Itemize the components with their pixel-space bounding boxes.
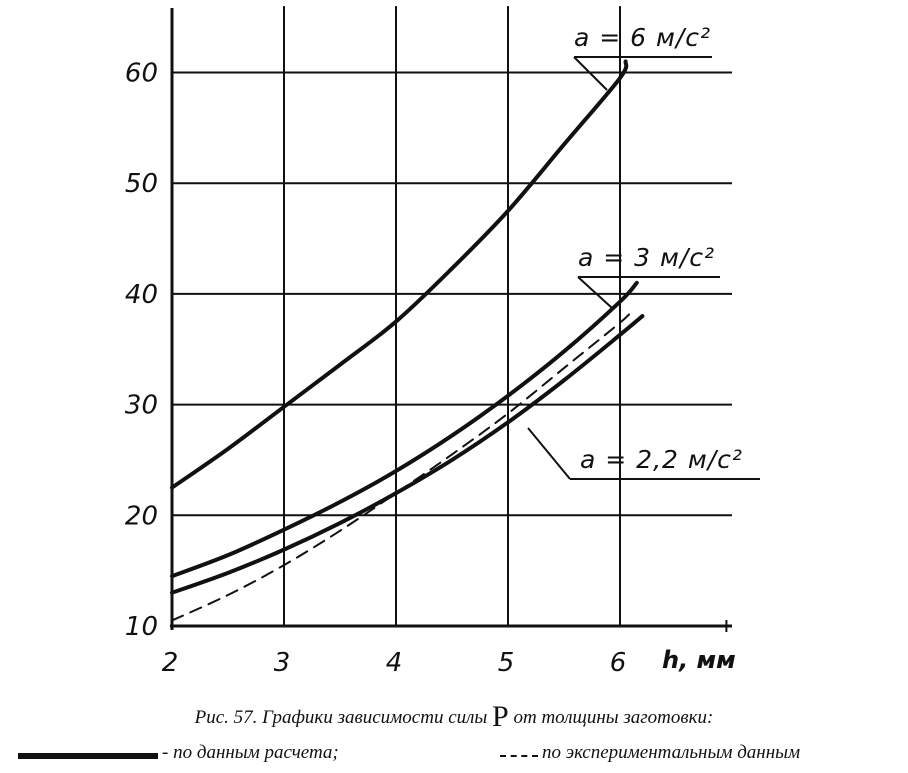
series-line-0 xyxy=(170,59,629,490)
curve-label-0: a = 6 м/с² xyxy=(574,23,711,52)
curve-label-leader-0 xyxy=(573,56,608,91)
curve-label-2: a = 2,2 м/с² xyxy=(580,445,743,474)
y-tick-label: 50 xyxy=(125,169,158,199)
x-tick-label: 6 xyxy=(610,648,627,678)
caption-suffix: от толщины заготовки: xyxy=(508,707,714,728)
legend-dashed-line-sample xyxy=(500,755,538,757)
caption-prefix: Рис. 57. Графики зависимости силы xyxy=(194,707,493,728)
axes xyxy=(170,8,732,630)
legend: - по данным расчета; по экспериментальны… xyxy=(0,742,908,772)
y-tick-label: 30 xyxy=(125,391,158,421)
y-tick-label: 60 xyxy=(125,59,158,89)
x-tick-label: 2 xyxy=(162,648,179,678)
x-tick-label: 5 xyxy=(498,648,515,678)
legend-solid-text: - по данным расчета; xyxy=(162,742,339,763)
tick-labels: 2 3 4 5 6 10 20 30 40 50 60 xyxy=(125,59,626,679)
legend-solid-line-sample xyxy=(18,753,158,759)
curve-labels: a = 6 м/с² a = 3 м/с² a = 2,2 м/с² xyxy=(527,23,760,480)
y-tick-label: 20 xyxy=(125,501,158,531)
x-axis-label: h, мм xyxy=(662,646,736,674)
y-tick-label: 10 xyxy=(125,612,158,642)
grid xyxy=(172,6,732,632)
series-line-1 xyxy=(170,280,639,579)
figure-caption: Рис. 57. Графики зависимости силы P от т… xyxy=(0,700,908,734)
x-tick-label: 4 xyxy=(386,648,403,678)
series-line-3 xyxy=(171,310,633,622)
curves xyxy=(170,59,645,622)
x-tick-label: 3 xyxy=(274,648,291,678)
curve-label-leader-2 xyxy=(527,427,571,480)
curve-label-1: a = 3 м/с² xyxy=(578,243,715,272)
caption-symbol: P xyxy=(492,700,509,733)
curve-label-leader-1 xyxy=(577,276,613,309)
y-tick-label: 40 xyxy=(125,280,158,310)
legend-dashed-text: по экспериментальным данным xyxy=(542,742,801,763)
series-line-2 xyxy=(170,314,645,595)
